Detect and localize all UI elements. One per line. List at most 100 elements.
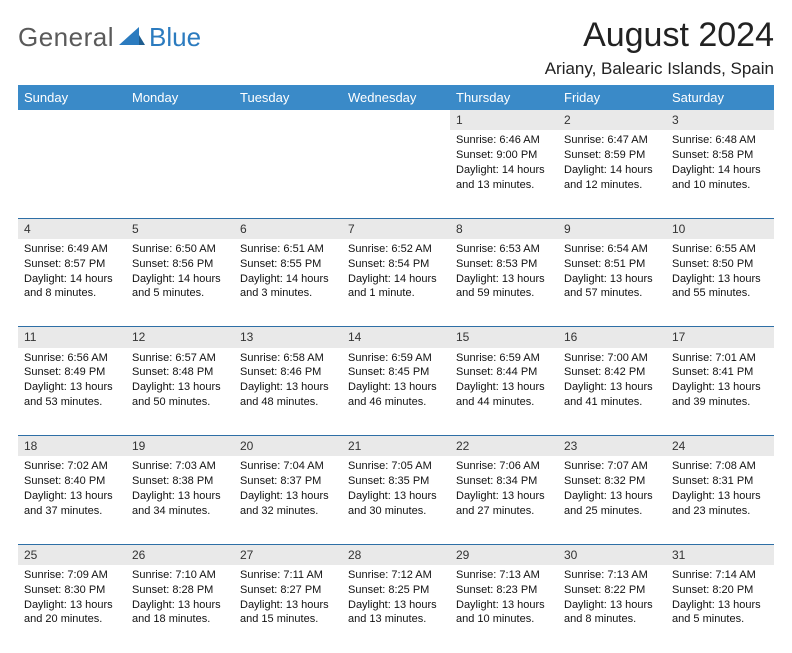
daylight-text: Daylight: 13 hours (672, 272, 768, 287)
daylight-text: and 46 minutes. (348, 395, 444, 410)
weekday-header: Monday (126, 85, 234, 110)
location-subtitle: Ariany, Balearic Islands, Spain (545, 59, 774, 79)
weekday-header: Friday (558, 85, 666, 110)
sunrise-text: Sunrise: 7:00 AM (564, 351, 660, 366)
day-number-row: 123 (18, 110, 774, 130)
day-info-cell (234, 130, 342, 218)
day-info-cell: Sunrise: 7:10 AMSunset: 8:28 PMDaylight:… (126, 565, 234, 653)
sunset-text: Sunset: 8:37 PM (240, 474, 336, 489)
sunset-text: Sunset: 8:57 PM (24, 257, 120, 272)
day-number-cell: 12 (126, 327, 234, 348)
sunrise-text: Sunrise: 6:46 AM (456, 133, 552, 148)
day-info-row: Sunrise: 6:56 AMSunset: 8:49 PMDaylight:… (18, 348, 774, 436)
daylight-text: and 10 minutes. (672, 178, 768, 193)
day-info-cell: Sunrise: 7:05 AMSunset: 8:35 PMDaylight:… (342, 456, 450, 544)
daylight-text: and 15 minutes. (240, 612, 336, 627)
sunset-text: Sunset: 8:49 PM (24, 365, 120, 380)
sunrise-text: Sunrise: 7:07 AM (564, 459, 660, 474)
daylight-text: Daylight: 13 hours (564, 489, 660, 504)
day-info-row: Sunrise: 7:09 AMSunset: 8:30 PMDaylight:… (18, 565, 774, 653)
day-number-cell: 1 (450, 110, 558, 130)
daylight-text: and 34 minutes. (132, 504, 228, 519)
sunrise-text: Sunrise: 7:13 AM (564, 568, 660, 583)
day-number-cell: 2 (558, 110, 666, 130)
daylight-text: and 8 minutes. (24, 286, 120, 301)
day-info-cell: Sunrise: 7:13 AMSunset: 8:22 PMDaylight:… (558, 565, 666, 653)
daylight-text: and 13 minutes. (456, 178, 552, 193)
page: General Blue August 2024 Ariany, Baleari… (0, 0, 792, 612)
title-block: August 2024 Ariany, Balearic Islands, Sp… (545, 16, 774, 85)
day-info-cell: Sunrise: 7:08 AMSunset: 8:31 PMDaylight:… (666, 456, 774, 544)
sunset-text: Sunset: 8:27 PM (240, 583, 336, 598)
daylight-text: and 55 minutes. (672, 286, 768, 301)
sunset-text: Sunset: 8:55 PM (240, 257, 336, 272)
day-number-cell: 10 (666, 218, 774, 239)
sunrise-text: Sunrise: 6:55 AM (672, 242, 768, 257)
sunrise-text: Sunrise: 6:58 AM (240, 351, 336, 366)
day-info-cell: Sunrise: 7:02 AMSunset: 8:40 PMDaylight:… (18, 456, 126, 544)
day-info-row: Sunrise: 6:49 AMSunset: 8:57 PMDaylight:… (18, 239, 774, 327)
daylight-text: Daylight: 13 hours (348, 598, 444, 613)
day-number-cell (234, 110, 342, 130)
sunrise-text: Sunrise: 6:47 AM (564, 133, 660, 148)
day-info-cell: Sunrise: 6:58 AMSunset: 8:46 PMDaylight:… (234, 348, 342, 436)
day-info-cell: Sunrise: 6:52 AMSunset: 8:54 PMDaylight:… (342, 239, 450, 327)
daylight-text: Daylight: 14 hours (24, 272, 120, 287)
daylight-text: and 39 minutes. (672, 395, 768, 410)
daylight-text: and 59 minutes. (456, 286, 552, 301)
day-info-cell: Sunrise: 7:11 AMSunset: 8:27 PMDaylight:… (234, 565, 342, 653)
day-info-cell: Sunrise: 6:48 AMSunset: 8:58 PMDaylight:… (666, 130, 774, 218)
sunrise-text: Sunrise: 6:52 AM (348, 242, 444, 257)
sunset-text: Sunset: 9:00 PM (456, 148, 552, 163)
day-number-row: 18192021222324 (18, 436, 774, 457)
daylight-text: and 25 minutes. (564, 504, 660, 519)
daylight-text: and 8 minutes. (564, 612, 660, 627)
weekday-header: Sunday (18, 85, 126, 110)
daylight-text: Daylight: 13 hours (564, 598, 660, 613)
daylight-text: and 5 minutes. (672, 612, 768, 627)
day-info-cell: Sunrise: 6:50 AMSunset: 8:56 PMDaylight:… (126, 239, 234, 327)
day-number-cell: 3 (666, 110, 774, 130)
sunrise-text: Sunrise: 7:03 AM (132, 459, 228, 474)
day-number-row: 25262728293031 (18, 544, 774, 565)
day-number-cell: 20 (234, 436, 342, 457)
day-number-cell: 28 (342, 544, 450, 565)
day-number-cell: 9 (558, 218, 666, 239)
day-number-cell: 4 (18, 218, 126, 239)
daylight-text: and 37 minutes. (24, 504, 120, 519)
daylight-text: and 3 minutes. (240, 286, 336, 301)
day-number-cell: 23 (558, 436, 666, 457)
sunset-text: Sunset: 8:30 PM (24, 583, 120, 598)
day-number-cell: 27 (234, 544, 342, 565)
day-number-cell: 8 (450, 218, 558, 239)
day-info-cell: Sunrise: 6:49 AMSunset: 8:57 PMDaylight:… (18, 239, 126, 327)
daylight-text: Daylight: 13 hours (456, 598, 552, 613)
day-info-cell: Sunrise: 6:59 AMSunset: 8:45 PMDaylight:… (342, 348, 450, 436)
daylight-text: Daylight: 13 hours (564, 380, 660, 395)
sunset-text: Sunset: 8:42 PM (564, 365, 660, 380)
daylight-text: Daylight: 13 hours (132, 598, 228, 613)
sunrise-text: Sunrise: 6:57 AM (132, 351, 228, 366)
weekday-header: Wednesday (342, 85, 450, 110)
day-info-cell: Sunrise: 6:55 AMSunset: 8:50 PMDaylight:… (666, 239, 774, 327)
sunset-text: Sunset: 8:38 PM (132, 474, 228, 489)
daylight-text: and 10 minutes. (456, 612, 552, 627)
sunrise-text: Sunrise: 7:01 AM (672, 351, 768, 366)
daylight-text: Daylight: 13 hours (348, 489, 444, 504)
sunrise-text: Sunrise: 6:51 AM (240, 242, 336, 257)
sunset-text: Sunset: 8:56 PM (132, 257, 228, 272)
daylight-text: Daylight: 14 hours (240, 272, 336, 287)
day-number-cell: 30 (558, 544, 666, 565)
daylight-text: Daylight: 13 hours (456, 489, 552, 504)
day-number-cell: 26 (126, 544, 234, 565)
brand-logo: General Blue (18, 22, 201, 53)
day-info-cell: Sunrise: 7:12 AMSunset: 8:25 PMDaylight:… (342, 565, 450, 653)
day-number-cell: 31 (666, 544, 774, 565)
sunset-text: Sunset: 8:35 PM (348, 474, 444, 489)
daylight-text: and 27 minutes. (456, 504, 552, 519)
day-number-row: 45678910 (18, 218, 774, 239)
day-number-cell: 6 (234, 218, 342, 239)
day-number-cell: 15 (450, 327, 558, 348)
sunrise-text: Sunrise: 6:59 AM (348, 351, 444, 366)
weekday-header: Tuesday (234, 85, 342, 110)
